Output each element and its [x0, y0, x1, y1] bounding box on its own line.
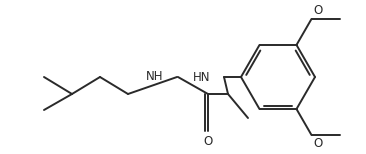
Text: O: O: [203, 135, 213, 148]
Text: HN: HN: [193, 71, 210, 83]
Text: O: O: [314, 4, 323, 17]
Text: O: O: [314, 137, 323, 150]
Text: NH: NH: [146, 69, 163, 83]
